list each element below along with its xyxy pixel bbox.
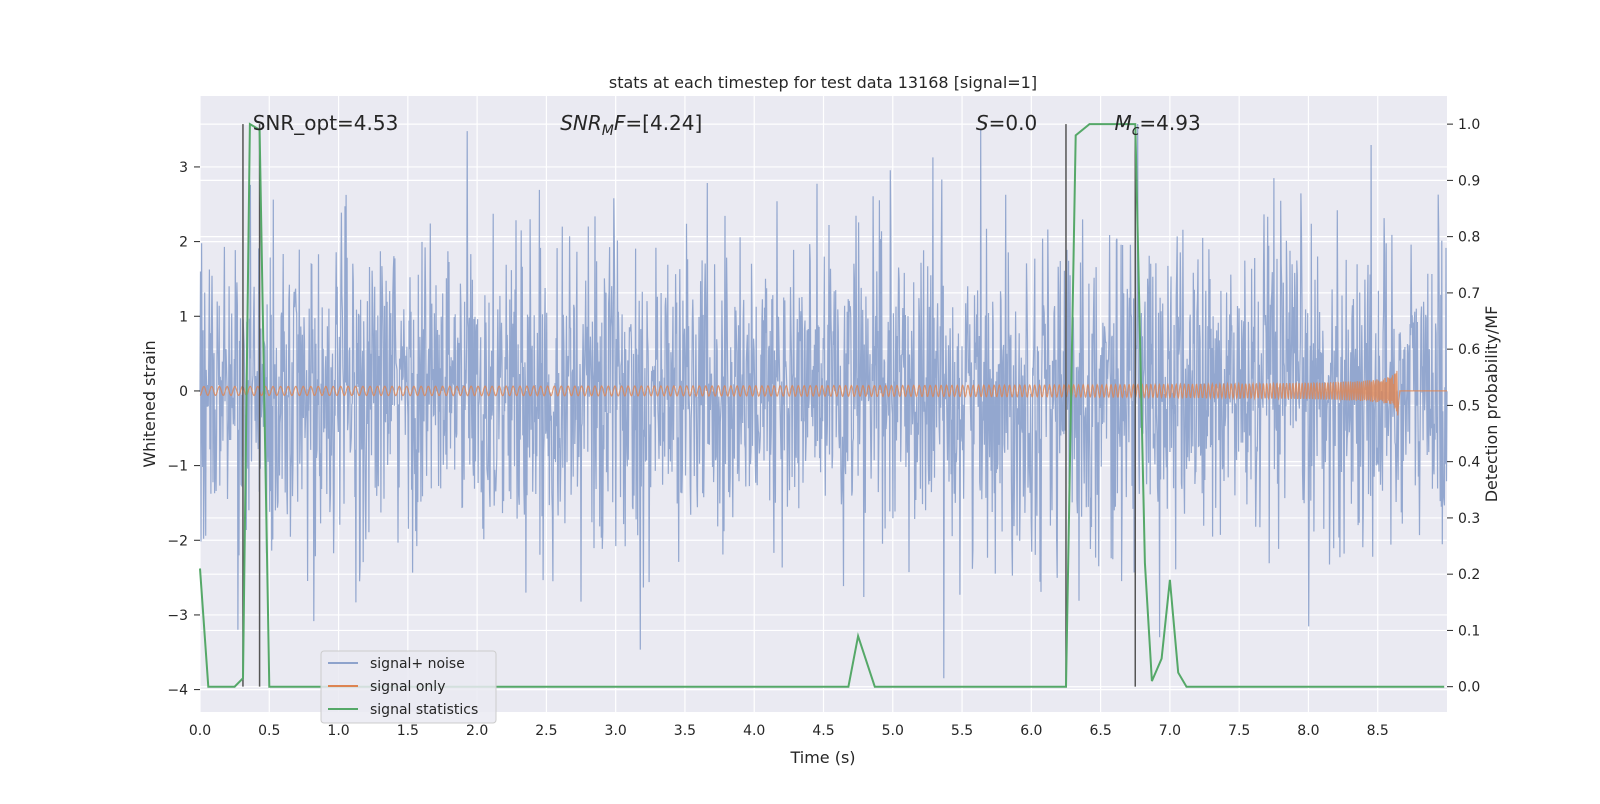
annotation-text: SNR_opt=4.53 (253, 111, 399, 135)
x-tick-label: 0.5 (258, 723, 280, 739)
x-tick-label: 1.5 (397, 723, 419, 739)
legend-label-signal-only: signal only (370, 679, 445, 695)
series-signal-statistics (199, 122, 1445, 688)
legend-box (320, 650, 497, 724)
y-left-tick-label: −1 (167, 459, 188, 475)
vertical-markers (242, 124, 1136, 687)
x-tick-label: 2.0 (466, 723, 488, 739)
series-signal-only (199, 370, 1447, 416)
signal-plus-noise-line (199, 123, 1448, 679)
legend: signal+ noise signal only signal statist… (320, 650, 497, 724)
y-right-tick-label: 0.5 (1458, 398, 1480, 414)
x-tick-label: 6.5 (1089, 723, 1111, 739)
y-axis-left-ticks: 3 2 1 0 −1 −2 −3 −4 (167, 160, 200, 699)
y-left-tick-label: 3 (179, 160, 188, 176)
y-right-tick-label: 0.4 (1458, 455, 1480, 471)
legend-label-signal-plus-noise: signal+ noise (370, 656, 465, 672)
y-left-tick-label: 1 (179, 309, 188, 325)
x-tick-label: 5.5 (951, 723, 973, 739)
annotation-text: S=0.0 (976, 111, 1037, 135)
legend-label-signal-statistics: signal statistics (370, 702, 478, 718)
y-right-tick-label: 0.1 (1458, 623, 1480, 639)
y-right-tick-label: 1.0 (1458, 117, 1480, 133)
y-right-tick-label: 0.7 (1458, 286, 1480, 302)
x-tick-label: 7.5 (1228, 723, 1250, 739)
x-axis-label: Time (s) (789, 748, 855, 767)
y-axis-right-label: Detection probability/MF (1482, 306, 1501, 503)
annotation-text: SNRMF=[4.24] (560, 111, 702, 139)
signal-only-line (199, 370, 1447, 416)
x-tick-label: 6.0 (1020, 723, 1042, 739)
y-right-tick-label: 0.8 (1458, 230, 1480, 246)
x-tick-label: 5.0 (882, 723, 904, 739)
x-tick-label: 8.5 (1367, 723, 1389, 739)
y-left-tick-label: −3 (167, 608, 188, 624)
y-right-tick-label: 0.0 (1458, 680, 1480, 696)
y-right-tick-label: 0.2 (1458, 567, 1480, 583)
y-axis-right-ticks: 1.0 0.9 0.8 0.7 0.6 0.5 0.4 0.3 0.2 0.1 0.0 (1447, 117, 1480, 696)
x-tick-label: 4.0 (743, 723, 765, 739)
x-tick-label: 3.5 (674, 723, 696, 739)
x-tick-label: 1.0 (327, 723, 349, 739)
y-right-tick-label: 0.3 (1458, 511, 1480, 527)
chart-title: stats at each timestep for test data 131… (609, 73, 1037, 92)
x-tick-label: 0.0 (189, 723, 211, 739)
y-axis-left-label: Whitened strain (140, 340, 159, 467)
series-signal-plus-noise (199, 123, 1448, 679)
annotations: SNR_opt=4.53 SNRMF=[4.24] S=0.0 Mc=4.93 (253, 111, 1201, 139)
x-tick-label: 3.0 (605, 723, 627, 739)
y-left-tick-label: 0 (179, 384, 188, 400)
x-tick-label: 8.0 (1297, 723, 1319, 739)
annotation-text: Mc=4.93 (1114, 111, 1200, 139)
x-tick-label: 2.5 (535, 723, 557, 739)
y-left-tick-label: 2 (179, 235, 188, 251)
x-tick-label: 7.0 (1159, 723, 1181, 739)
y-right-tick-label: 0.9 (1458, 173, 1480, 189)
x-tick-label: 4.5 (812, 723, 834, 739)
x-axis-ticks: 0.0 0.5 1.0 1.5 2.0 2.5 3.0 3.5 4.0 4.5 5.0 5.5 6.0 6… (189, 723, 1389, 739)
y-left-tick-label: −2 (167, 533, 188, 549)
y-right-tick-label: 0.6 (1458, 342, 1480, 358)
signal-statistics-line (199, 122, 1445, 688)
y-left-tick-label: −4 (167, 683, 188, 699)
